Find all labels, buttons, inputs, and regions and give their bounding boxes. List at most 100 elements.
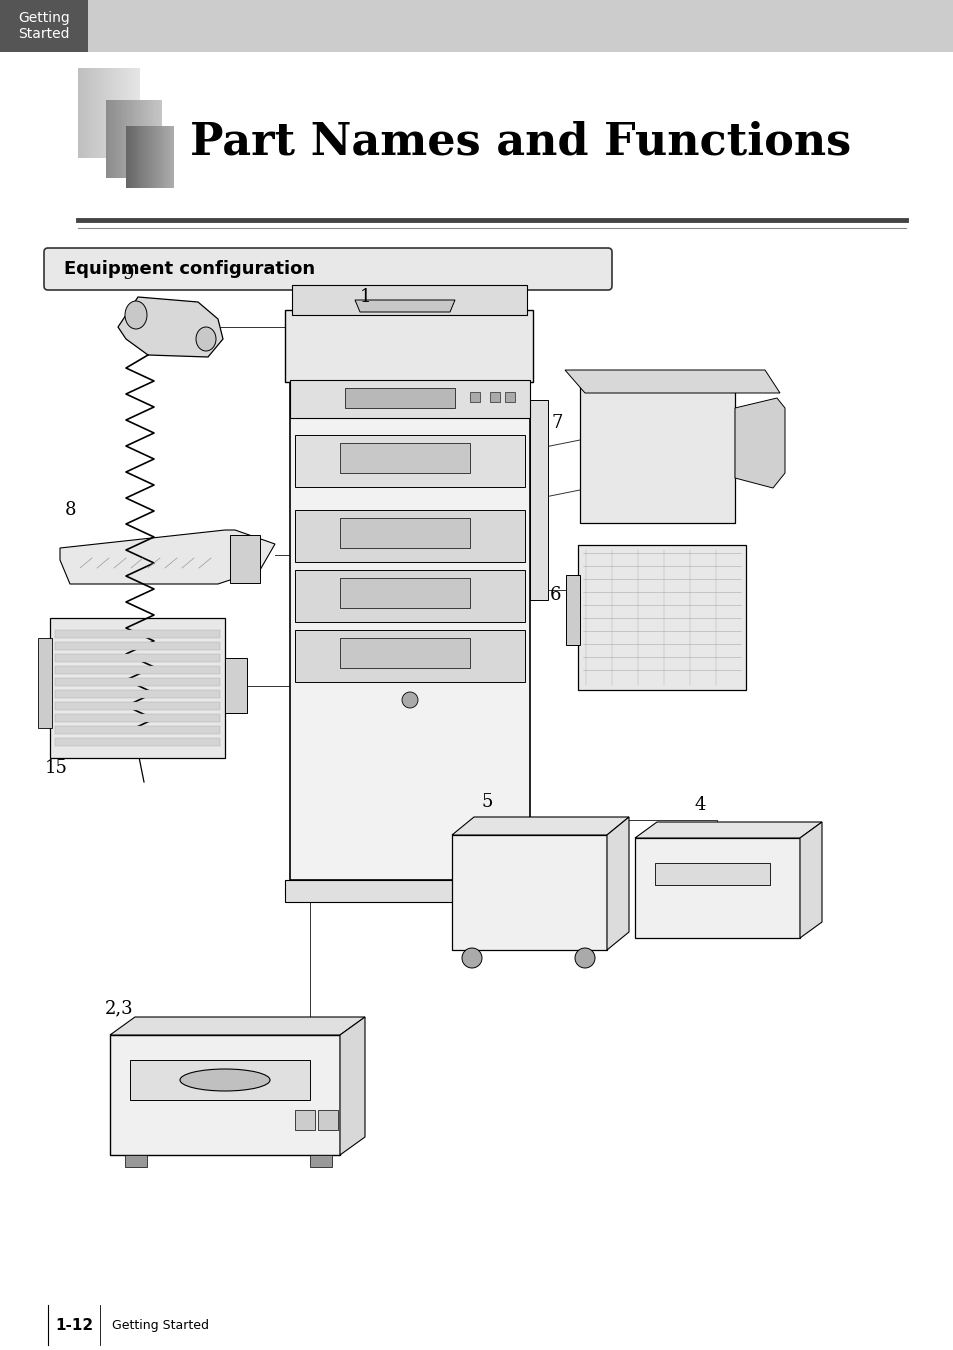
Ellipse shape: [180, 1069, 270, 1091]
Ellipse shape: [125, 301, 147, 329]
Bar: [92, 68, 94, 158]
Bar: [155, 126, 156, 188]
Bar: [116, 68, 117, 158]
Bar: [166, 126, 167, 188]
Bar: [142, 126, 143, 188]
Bar: [490, 392, 499, 402]
Bar: [146, 100, 148, 178]
Polygon shape: [60, 531, 274, 585]
Text: 8: 8: [65, 501, 76, 518]
Text: Part Names and Functions: Part Names and Functions: [190, 120, 850, 163]
Bar: [635, 838, 800, 938]
Bar: [147, 126, 148, 188]
Bar: [144, 100, 145, 178]
Bar: [103, 68, 104, 158]
Bar: [117, 100, 118, 178]
Bar: [339, 518, 470, 548]
Bar: [106, 100, 107, 178]
Bar: [161, 100, 162, 178]
Bar: [138, 68, 140, 158]
Bar: [132, 126, 133, 188]
Bar: [50, 618, 225, 757]
Bar: [99, 68, 100, 158]
Text: 5: 5: [481, 792, 493, 811]
Bar: [145, 126, 146, 188]
Bar: [136, 126, 137, 188]
Bar: [230, 535, 260, 583]
Bar: [156, 126, 157, 188]
Bar: [139, 100, 141, 178]
Bar: [158, 126, 159, 188]
Bar: [133, 126, 134, 188]
Bar: [55, 643, 220, 649]
Bar: [110, 1035, 339, 1156]
Bar: [91, 68, 92, 158]
Bar: [157, 126, 158, 188]
Bar: [109, 68, 111, 158]
Bar: [131, 126, 132, 188]
Bar: [132, 100, 133, 178]
Bar: [133, 68, 135, 158]
Bar: [136, 68, 137, 158]
Bar: [170, 126, 171, 188]
Bar: [339, 443, 470, 472]
Polygon shape: [110, 1017, 365, 1035]
Bar: [578, 545, 745, 690]
FancyBboxPatch shape: [44, 248, 612, 290]
Bar: [94, 68, 95, 158]
Bar: [504, 392, 515, 402]
Bar: [148, 100, 149, 178]
Text: 15: 15: [45, 759, 68, 778]
Bar: [120, 100, 122, 178]
Ellipse shape: [195, 327, 215, 351]
Bar: [148, 126, 149, 188]
Bar: [153, 126, 154, 188]
Bar: [294, 435, 524, 487]
Bar: [125, 1156, 147, 1166]
Bar: [124, 68, 125, 158]
Bar: [131, 100, 132, 178]
Bar: [115, 68, 116, 158]
Polygon shape: [635, 822, 821, 838]
Bar: [655, 863, 769, 886]
Bar: [98, 68, 99, 158]
Bar: [132, 68, 133, 158]
Bar: [126, 100, 127, 178]
Bar: [345, 387, 455, 408]
Bar: [123, 68, 124, 158]
Bar: [290, 379, 530, 880]
Bar: [157, 100, 158, 178]
Polygon shape: [606, 817, 628, 950]
Bar: [111, 68, 112, 158]
Bar: [87, 68, 88, 158]
Bar: [159, 100, 161, 178]
Bar: [55, 714, 220, 722]
Text: Equipment configuration: Equipment configuration: [64, 261, 314, 278]
Bar: [119, 68, 120, 158]
Bar: [470, 392, 479, 402]
Bar: [89, 68, 91, 158]
Bar: [96, 68, 98, 158]
Bar: [55, 678, 220, 686]
Bar: [292, 285, 526, 315]
Bar: [38, 639, 52, 728]
Bar: [107, 100, 108, 178]
Bar: [146, 126, 147, 188]
Text: 1: 1: [359, 288, 371, 306]
Bar: [150, 126, 151, 188]
Bar: [164, 126, 165, 188]
Bar: [83, 68, 84, 158]
Bar: [339, 639, 470, 668]
Bar: [317, 1110, 337, 1130]
Bar: [130, 1060, 310, 1100]
Bar: [78, 68, 79, 158]
Bar: [113, 68, 115, 158]
Bar: [111, 100, 112, 178]
Bar: [116, 100, 117, 178]
Bar: [150, 100, 151, 178]
Bar: [290, 379, 530, 418]
Bar: [120, 68, 121, 158]
Text: 6: 6: [550, 586, 561, 603]
Polygon shape: [564, 370, 780, 393]
Bar: [126, 68, 128, 158]
